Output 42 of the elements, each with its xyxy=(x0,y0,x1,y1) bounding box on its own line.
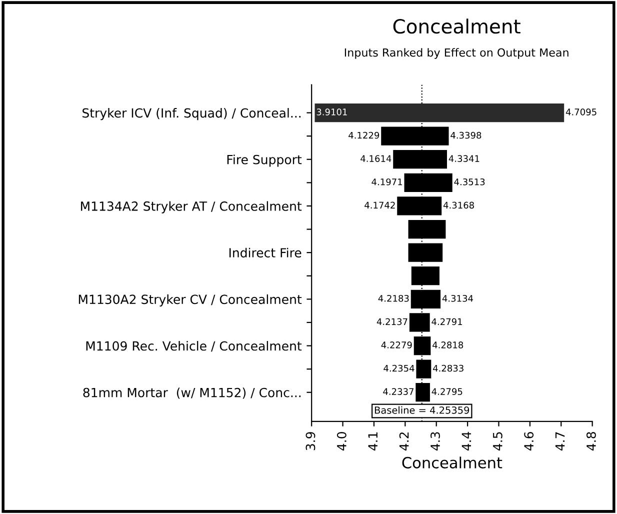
x-tick-label: 4.1 xyxy=(368,432,378,450)
annotation: 4.3513 xyxy=(454,178,485,186)
chart-subtitle: Inputs Ranked by Effect on Output Mean xyxy=(344,48,568,59)
chart-title: Concealment xyxy=(393,18,520,34)
annotation: 4.2279 xyxy=(381,342,412,348)
x-tick-label: 4.7 xyxy=(555,432,565,450)
x-tick-label: 4.3 xyxy=(430,432,440,450)
annotation: 4.2833 xyxy=(432,364,464,372)
annotation: 4.2354 xyxy=(384,364,414,372)
x-axis-title: Concealment xyxy=(402,456,502,468)
annotation: 4.7095 xyxy=(566,108,596,116)
annotation: 4.1614 xyxy=(360,155,392,162)
y-tick-label: M1130A2 Stryker CV / Concealment xyxy=(78,294,302,307)
x-tick-label: 4.5 xyxy=(493,432,502,450)
bar xyxy=(314,103,564,122)
x-tick-label: 3.9 xyxy=(306,432,316,450)
x-tick-label: 4.2 xyxy=(399,432,409,450)
y-tick-label: Fire Support xyxy=(227,154,302,167)
annotation: 4.1742 xyxy=(364,202,395,208)
annotation: 4.2795 xyxy=(432,388,462,395)
y-tick-label: 81mm Mortar (w/ M1152) / Conc... xyxy=(83,388,301,399)
y-tick-label: Stryker ICV (Inf. Squad) / Conceal... xyxy=(82,108,301,120)
x-tick-label: 4.8 xyxy=(586,432,596,450)
x-tick-label: 4.0 xyxy=(336,432,346,450)
x-tick-label: 4.4 xyxy=(462,432,471,450)
annotation: 4.2791 xyxy=(432,318,462,326)
annotation: 4.3134 xyxy=(442,294,474,302)
annotation: 4.1229 xyxy=(348,132,380,139)
y-tick-label: Indirect Fire xyxy=(229,248,302,258)
x-tick-label: 4.6 xyxy=(524,432,534,450)
annotation: 4.3341 xyxy=(448,155,480,162)
y-tick-label: M1134A2 Stryker AT / Concealment xyxy=(80,201,302,214)
annotation: 4.2183 xyxy=(378,294,409,302)
annotation: 4.1971 xyxy=(372,178,402,186)
annotation: 3.9101 xyxy=(316,108,347,116)
annotation: 4.3398 xyxy=(450,132,482,139)
y-tick-label: M1109 Rec. Vehicle / Concealment xyxy=(86,341,302,352)
annotation: 4.3168 xyxy=(443,202,474,209)
annotation: 4.2137 xyxy=(376,318,408,326)
annotation: 4.2337 xyxy=(383,388,414,395)
annotation: 4.2818 xyxy=(432,342,464,348)
ref-line-label: Baseline = 4.25359 xyxy=(374,406,470,414)
